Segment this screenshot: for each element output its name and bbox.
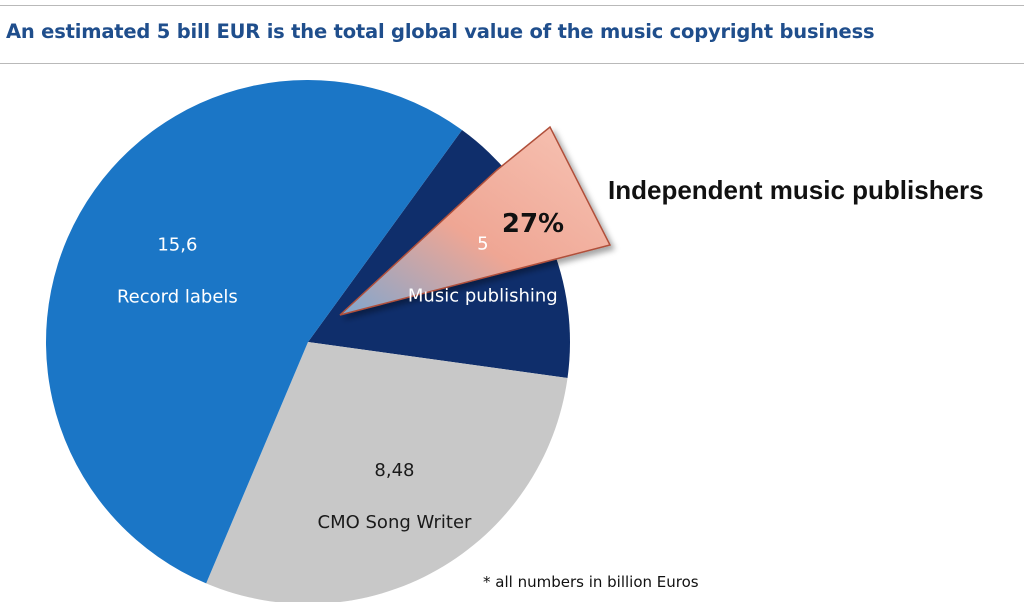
title-divider bbox=[0, 63, 1024, 64]
pie-slice-record-labels bbox=[45, 79, 462, 584]
slice-value-label: 15,6 bbox=[157, 234, 197, 255]
slice-value-label: 5 bbox=[477, 234, 488, 255]
slice-name-label: Music publishing bbox=[408, 286, 558, 307]
page-title: An estimated 5 bill EUR is the total glo… bbox=[6, 20, 875, 43]
footnote: * all numbers in billion Euros bbox=[483, 573, 699, 591]
callout-wedge bbox=[339, 125, 612, 316]
callout-label: Independent music publishers bbox=[608, 175, 984, 205]
slice-value-label: 8,48 bbox=[374, 460, 414, 481]
callout-percent: 27% bbox=[502, 209, 564, 239]
pie-slice-cmo-song-writer bbox=[206, 342, 568, 602]
top-rule bbox=[0, 5, 1024, 6]
slice-name-label: Record labels bbox=[117, 286, 238, 307]
slice-name-label: CMO Song Writer bbox=[318, 512, 473, 533]
